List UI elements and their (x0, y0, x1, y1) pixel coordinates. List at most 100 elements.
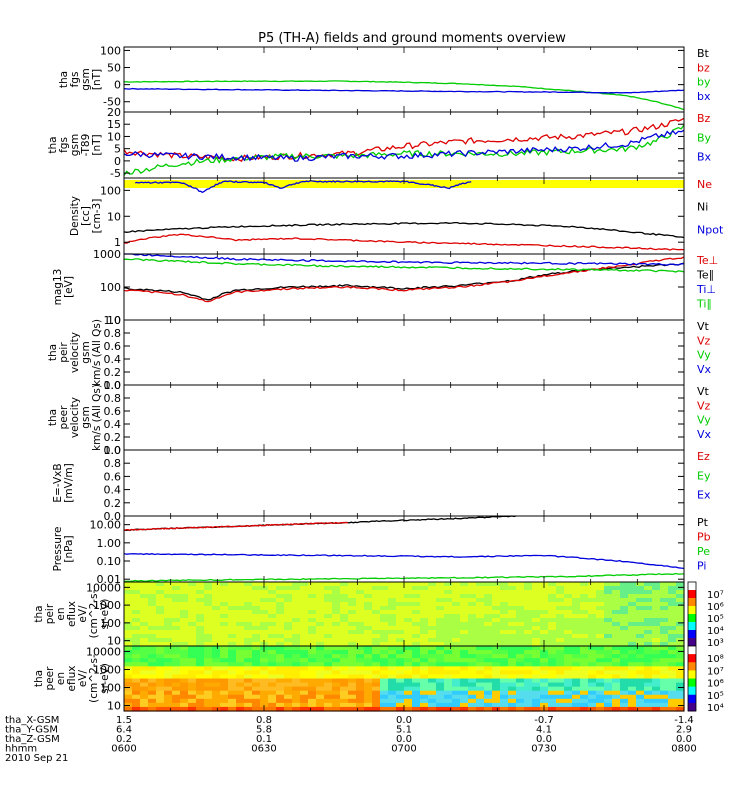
spectrogram-cell (540, 690, 549, 696)
spectrogram-cell (452, 630, 461, 635)
y-tick-label: 10 (107, 314, 121, 327)
spectrogram-cell (180, 586, 189, 591)
spectrogram-cell (228, 694, 237, 700)
spectrogram-cell (156, 638, 165, 643)
spectrogram-cell (260, 690, 269, 696)
spectrogram-cell (172, 630, 181, 635)
spectrogram-cell (508, 666, 517, 671)
spectrogram-cell (132, 614, 141, 619)
spectrogram-cell (340, 666, 349, 671)
spectrogram-cell (388, 658, 397, 663)
spectrogram-cell (668, 622, 677, 627)
spectrogram-cell (316, 642, 325, 647)
series-line-Bz (123, 117, 685, 162)
spectrogram-cell (332, 618, 341, 623)
spectrogram-cell (500, 586, 509, 591)
spectrogram-cell (452, 662, 461, 667)
spectrogram-cell (452, 582, 461, 587)
spectrogram-cell (580, 638, 589, 643)
spectrogram-cell (580, 586, 589, 591)
y-tick-label: 10 (107, 700, 121, 713)
spectrogram-cell (380, 646, 389, 651)
spectrogram-cell (508, 654, 517, 659)
spectrogram-cell (332, 670, 341, 676)
spectrogram-cell (236, 686, 245, 692)
spectrogram-cell (636, 682, 645, 688)
spectrogram-cell (612, 686, 621, 692)
spectrogram-cell (212, 606, 221, 611)
spectrogram-cell (436, 622, 445, 627)
spectrogram-cell (172, 690, 181, 696)
spectrogram-cell (236, 642, 245, 647)
spectrogram-cell (628, 666, 637, 671)
spectrogram-cell (428, 662, 437, 667)
spectrogram-cell (164, 594, 173, 599)
spectrogram-cell (540, 614, 549, 619)
spectrogram-cell (268, 614, 277, 619)
spectrogram-cell (156, 698, 165, 704)
spectrogram-cell (356, 622, 365, 627)
spectrogram-cell (428, 602, 437, 607)
spectrogram-cell (604, 606, 613, 611)
spectrogram-cell (412, 694, 421, 700)
spectrogram-cell (484, 654, 493, 659)
legend-entry: Npot (697, 223, 724, 236)
spectrogram-cell (460, 702, 469, 708)
spectrogram-cell (388, 614, 397, 619)
spectrogram-cell (612, 654, 621, 659)
spectrogram-cell (460, 698, 469, 704)
spectrogram-cell (228, 594, 237, 599)
spectrogram-cell (636, 686, 645, 692)
spectrogram-cell (604, 614, 613, 619)
spectrogram-cell (540, 602, 549, 607)
spectrogram-cell (188, 694, 197, 700)
spectrogram-cell (380, 650, 389, 655)
spectrogram-cell (196, 642, 205, 647)
spectrogram-cell (660, 666, 669, 671)
spectrogram-cell (628, 642, 637, 647)
spectrogram-cell (316, 654, 325, 659)
y-axis-label-line: [nT] (91, 134, 103, 155)
spectrogram-cell (492, 630, 501, 635)
spectrogram-cell (580, 666, 589, 671)
spectrogram-cell (652, 662, 661, 667)
spectrogram-cell (220, 654, 229, 659)
spectrogram-cell (292, 618, 301, 623)
spectrogram-cell (572, 610, 581, 615)
spectrogram-cell (596, 666, 605, 671)
spectrogram-cell (620, 630, 629, 635)
spectrogram-cell (196, 618, 205, 623)
y-axis-label-line: tha (33, 605, 45, 622)
spectrogram-cell (668, 670, 677, 676)
spectrogram-cell (380, 674, 389, 680)
spectrogram-cell (516, 682, 525, 688)
spectrogram-cell (628, 694, 637, 700)
spectrogram-cell (364, 630, 373, 635)
spectrogram-cell (196, 646, 205, 651)
spectrogram-cell (244, 678, 253, 684)
spectrogram-cell (188, 658, 197, 663)
spectrogram-cell (196, 674, 205, 680)
spectrogram-cell (268, 678, 277, 684)
spectrogram-cell (348, 706, 357, 712)
spectrogram-cell (628, 646, 637, 651)
spectrogram-cell (636, 610, 645, 615)
spectrogram-cell (172, 602, 181, 607)
spectrogram-cell (276, 702, 285, 708)
spectrogram-cell (156, 642, 165, 647)
y-tick-label: 10.00 (90, 519, 122, 532)
spectrogram-cell (572, 670, 581, 676)
spectrogram-cell (460, 686, 469, 692)
spectrogram-cell (652, 654, 661, 659)
spectrogram-cell (356, 602, 365, 607)
spectrogram-cell (524, 682, 533, 688)
spectrogram-cell (204, 606, 213, 611)
spectrogram-cell (516, 666, 525, 671)
spectrogram-cell (652, 630, 661, 635)
spectrogram-cell (500, 630, 509, 635)
spectrogram-cell (364, 602, 373, 607)
spectrogram-cell (500, 646, 509, 651)
y-tick-label: 1 (114, 236, 121, 249)
spectrogram-cell (148, 690, 157, 696)
spectrogram-cell (340, 706, 349, 712)
